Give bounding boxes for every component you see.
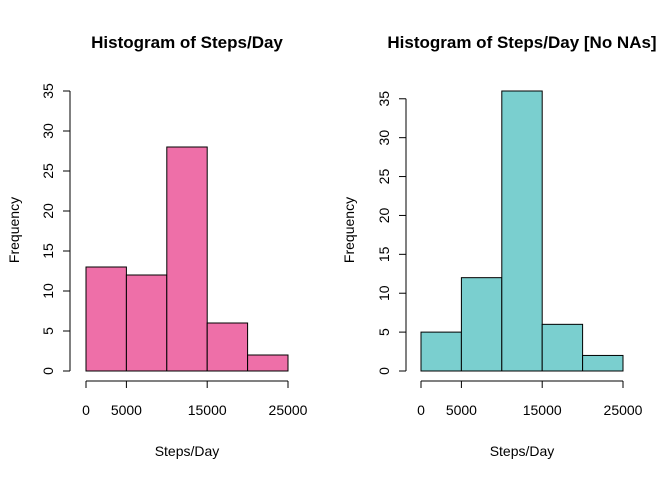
x-tick-label: 15000 (523, 402, 562, 418)
chart-title: Histogram of Steps/Day (91, 33, 283, 52)
histogram-bar (206, 322, 249, 372)
y-tick-label: 25 (40, 163, 56, 179)
y-axis-label: Frequency (341, 197, 357, 263)
bars (85, 146, 289, 372)
x-axis: 0 5000 15000 25000 (82, 380, 308, 418)
y-tick-label: 15 (40, 243, 56, 259)
x-axis: 0 5000 15000 25000 (417, 380, 643, 418)
histogram-bar (460, 277, 503, 372)
y-tick-label: 15 (376, 246, 392, 262)
y-tick-label: 20 (376, 207, 392, 223)
y-axis: 0 5 10 15 20 25 30 35 (376, 91, 407, 375)
histogram-panel-steps-per-day-no-nas: Histogram of Steps/Day [No NAs] Steps/Da… (341, 33, 657, 459)
bars (420, 90, 624, 372)
histogram-bar (166, 146, 208, 372)
y-tick-label: 20 (40, 203, 56, 219)
x-axis-label: Steps/Day (490, 443, 555, 459)
histogram-bar (125, 274, 168, 372)
histogram-bar (85, 266, 127, 372)
histogram-bar (247, 354, 289, 372)
y-tick-label: 10 (376, 285, 392, 301)
y-tick-label: 35 (376, 91, 392, 107)
histogram-panel-steps-per-day: Histogram of Steps/Day Steps/Day Frequen… (6, 33, 308, 459)
y-tick-label: 5 (376, 328, 392, 336)
y-tick-label: 35 (40, 83, 56, 99)
x-axis-label: Steps/Day (155, 443, 220, 459)
x-tick-label: 0 (82, 402, 90, 418)
x-tick-label: 25000 (269, 402, 308, 418)
x-tick-label: 0 (417, 402, 425, 418)
y-tick-label: 10 (40, 283, 56, 299)
x-tick-label: 15000 (188, 402, 227, 418)
x-tick-label: 5000 (111, 402, 142, 418)
y-tick-label: 0 (40, 367, 56, 375)
y-tick-label: 25 (376, 169, 392, 185)
chart-title: Histogram of Steps/Day [No NAs] (387, 33, 656, 52)
histogram-bar (420, 331, 462, 372)
x-tick-label: 25000 (604, 402, 643, 418)
y-tick-label: 30 (40, 123, 56, 139)
histogram-bar (501, 90, 543, 372)
y-axis: 0 5 10 15 20 25 30 35 (40, 83, 71, 375)
y-tick-label: 5 (40, 327, 56, 335)
y-tick-label: 0 (376, 367, 392, 375)
x-tick-label: 5000 (446, 402, 477, 418)
histogram-bar (582, 354, 624, 372)
histogram-bar (541, 323, 584, 372)
y-tick-label: 30 (376, 130, 392, 146)
y-axis-label: Frequency (6, 197, 22, 263)
